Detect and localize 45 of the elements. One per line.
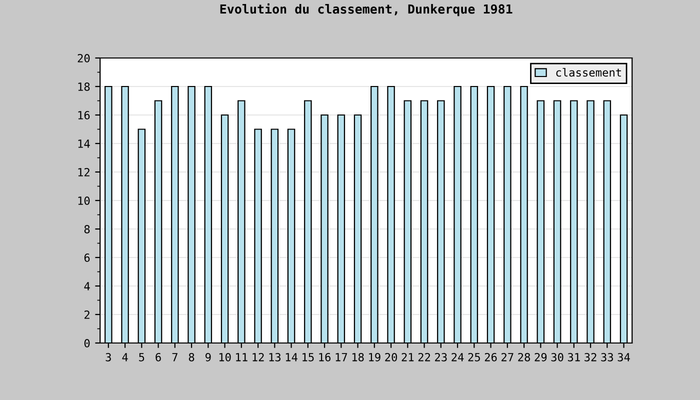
x-tick-label: 5 <box>139 353 144 362</box>
y-tick-label: 10 <box>78 196 90 205</box>
x-tick-label: 10 <box>219 352 231 362</box>
legend-label: classement <box>556 68 622 77</box>
x-tick-label: 15 <box>302 353 314 362</box>
x-tick-label: 17 <box>336 353 348 362</box>
y-tick-label: 2 <box>84 310 90 319</box>
x-tick-label: 24 <box>452 352 464 362</box>
y-tick-label: 18 <box>78 82 90 91</box>
x-tick-label: 18 <box>352 352 364 362</box>
x-tick-label: 16 <box>319 352 331 362</box>
x-tick-label: 22 <box>418 352 430 362</box>
x-tick-label: 4 <box>122 353 128 362</box>
y-tick-label: 12 <box>78 168 90 176</box>
y-tick-label: 20 <box>78 54 90 62</box>
y-tick-label: 14 <box>78 140 90 148</box>
x-tick-label: 8 <box>188 352 194 362</box>
x-tick-label: 23 <box>435 352 447 362</box>
x-tick-label: 7 <box>172 353 178 362</box>
y-tick-label: 4 <box>84 282 90 290</box>
x-tick-label: 26 <box>484 352 497 362</box>
x-tick-label: 14 <box>286 353 298 362</box>
x-tick-label: 11 <box>236 353 248 362</box>
y-tick-label: 6 <box>84 254 90 262</box>
y-tick-label: 16 <box>78 111 90 120</box>
x-tick-label: 9 <box>206 352 211 362</box>
x-tick-label: 21 <box>402 352 414 362</box>
x-tick-label: 25 <box>468 352 480 362</box>
y-tick-label: 8 <box>84 225 90 234</box>
x-tick-label: 30 <box>551 352 564 362</box>
x-tick-label: 20 <box>385 352 398 362</box>
y-tick-label: 0 <box>84 339 90 348</box>
x-tick-label: 29 <box>534 352 547 362</box>
x-tick-label: 12 <box>252 352 264 362</box>
x-tick-label: 32 <box>584 352 596 362</box>
x-tick-label: 13 <box>269 352 281 362</box>
x-tick-label: 33 <box>601 352 614 362</box>
x-tick-label: 6 <box>156 352 161 362</box>
x-tick-label: 19 <box>369 352 380 362</box>
x-tick-label: 27 <box>502 352 514 362</box>
x-tick-label: 34 <box>618 352 630 362</box>
x-tick-label: 31 <box>568 352 580 362</box>
chart-title: Evolution du classement, Dunkerque 1981 <box>220 3 512 16</box>
x-tick-label: 28 <box>518 352 530 362</box>
x-tick-label: 3 <box>106 352 111 362</box>
